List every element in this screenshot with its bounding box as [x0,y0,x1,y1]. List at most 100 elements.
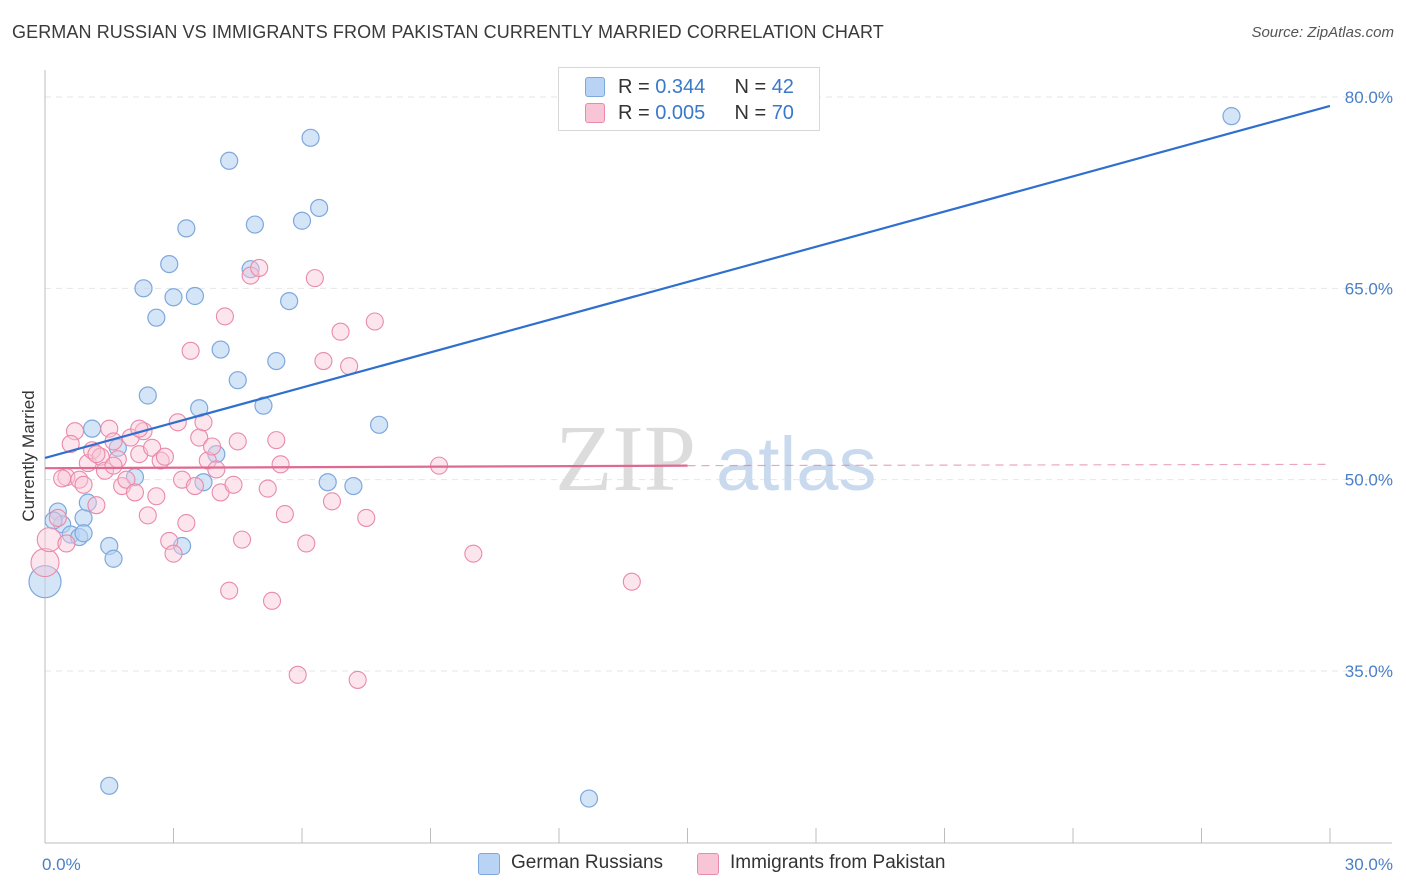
data-point-immigrants-pakistan [250,258,269,277]
legend-n-label: N = [734,76,772,98]
data-point-immigrants-pakistan [297,534,316,553]
trend-line-immigrants-pakistan [44,464,688,470]
data-point-immigrants-pakistan [117,470,136,489]
data-point-immigrants-pakistan [322,492,342,511]
data-point-immigrants-pakistan [61,434,80,454]
data-point-german-russians [292,211,312,230]
data-point-immigrants-pakistan [622,572,641,591]
data-point-immigrants-pakistan [177,513,196,533]
data-point-german-russians [310,198,329,218]
data-point-german-russians [228,371,247,390]
data-point-immigrants-pakistan [224,475,243,494]
data-point-immigrants-pakistan [215,307,234,326]
trend-line-german-russians [44,104,1331,460]
data-point-immigrants-pakistan [232,530,252,549]
data-point-immigrants-pakistan [288,665,307,684]
data-point-german-russians [177,219,196,238]
data-point-immigrants-pakistan [331,322,350,341]
data-point-immigrants-pakistan [271,455,290,474]
bottom-legend-label: Immigrants from Pakistan [730,852,946,873]
data-point-german-russians [74,508,93,528]
data-point-immigrants-pakistan [53,469,72,488]
data-point-german-russians [245,215,264,234]
data-point-immigrants-pakistan [74,475,93,494]
bottom-legend-swatch-blue [478,853,500,875]
stats-legend: R = 0.344 N = 42 R = 0.005 N = 70 [558,67,820,131]
watermark: ZIP atlas [555,407,877,511]
data-point-immigrants-pakistan [185,476,204,496]
data-point-german-russians [211,340,230,359]
data-point-immigrants-pakistan [155,447,174,466]
data-point-immigrants-pakistan [220,581,239,600]
data-point-immigrants-pakistan [48,508,67,527]
legend-swatch-blue [585,77,605,97]
y-tick-label: 80.0% [1345,88,1393,107]
axes [44,70,1392,844]
legend-r-label: R = [618,102,656,124]
y-tick-label: 65.0% [1345,279,1393,298]
legend-r-label: R = [618,76,656,98]
data-point-immigrants-pakistan [258,479,277,498]
data-point-german-russians [579,789,599,808]
data-point-german-russians [164,288,183,307]
legend-swatch-pink [585,103,605,123]
grid-lines [45,96,1392,672]
bottom-legend-swatch-pink [697,853,719,875]
data-point-german-russians [74,524,93,543]
data-point-immigrants-pakistan [138,506,157,525]
data-point-german-russians [100,776,119,795]
data-point-immigrants-pakistan [305,269,324,288]
data-point-immigrants-pakistan [104,456,123,475]
data-point-immigrants-pakistan [348,670,367,689]
data-point-german-russians [138,386,157,405]
x-tick-label: 30.0% [1345,855,1393,874]
data-point-immigrants-pakistan [357,508,376,527]
tick-labels: 35.0% 50.0% 65.0% 80.0% 0.0% 30.0% [42,88,1393,874]
legend-n-label: N = [734,102,772,124]
y-tick-label: 35.0% [1345,662,1393,681]
watermark-zip: ZIP [555,407,696,511]
data-point-german-russians [318,473,337,492]
data-point-german-russians [220,151,239,170]
data-point-immigrants-pakistan [95,461,115,480]
data-point-german-russians [301,128,320,147]
data-point-german-russians [194,473,213,492]
data-point-german-russians [370,415,389,434]
data-point-immigrants-pakistan [87,445,106,464]
data-point-immigrants-pakistan [207,460,226,479]
series-immigrants-pakistan [30,258,641,689]
trend-line-extension-immigrants-pakistan [687,463,1331,467]
data-point-german-russians [160,254,179,274]
data-point-german-russians [185,286,205,306]
legend-n-value: 42 [771,76,794,98]
data-point-immigrants-pakistan [464,544,483,563]
data-point-german-russians [280,291,299,311]
trend-lines [44,104,1331,470]
data-point-immigrants-pakistan [164,544,183,563]
data-point-immigrants-pakistan [181,341,200,360]
data-point-immigrants-pakistan [125,483,144,502]
legend-r-value: 0.005 [655,102,706,124]
data-point-immigrants-pakistan [365,312,384,331]
data-point-german-russians [147,308,166,327]
data-point-immigrants-pakistan [143,438,162,457]
legend-n-value: 70 [771,102,794,124]
y-tick-label: 50.0% [1345,471,1393,490]
data-point-immigrants-pakistan [267,431,286,450]
data-point-german-russians [134,279,153,298]
data-point-immigrants-pakistan [314,351,333,371]
data-point-immigrants-pakistan [87,496,106,515]
data-point-immigrants-pakistan [203,437,222,456]
data-point-immigrants-pakistan [36,527,62,553]
data-point-immigrants-pakistan [57,534,76,553]
legend-r-value: 0.344 [655,76,706,98]
data-point-german-russians [104,549,123,568]
data-point-german-russians [83,419,102,438]
data-point-german-russians [267,351,286,371]
chart-title: GERMAN RUSSIAN VS IMMIGRANTS FROM PAKIST… [12,22,884,42]
data-point-immigrants-pakistan [147,487,166,506]
data-point-german-russians [344,476,363,496]
data-point-immigrants-pakistan [262,591,282,610]
watermark-atlas: atlas [716,422,877,507]
